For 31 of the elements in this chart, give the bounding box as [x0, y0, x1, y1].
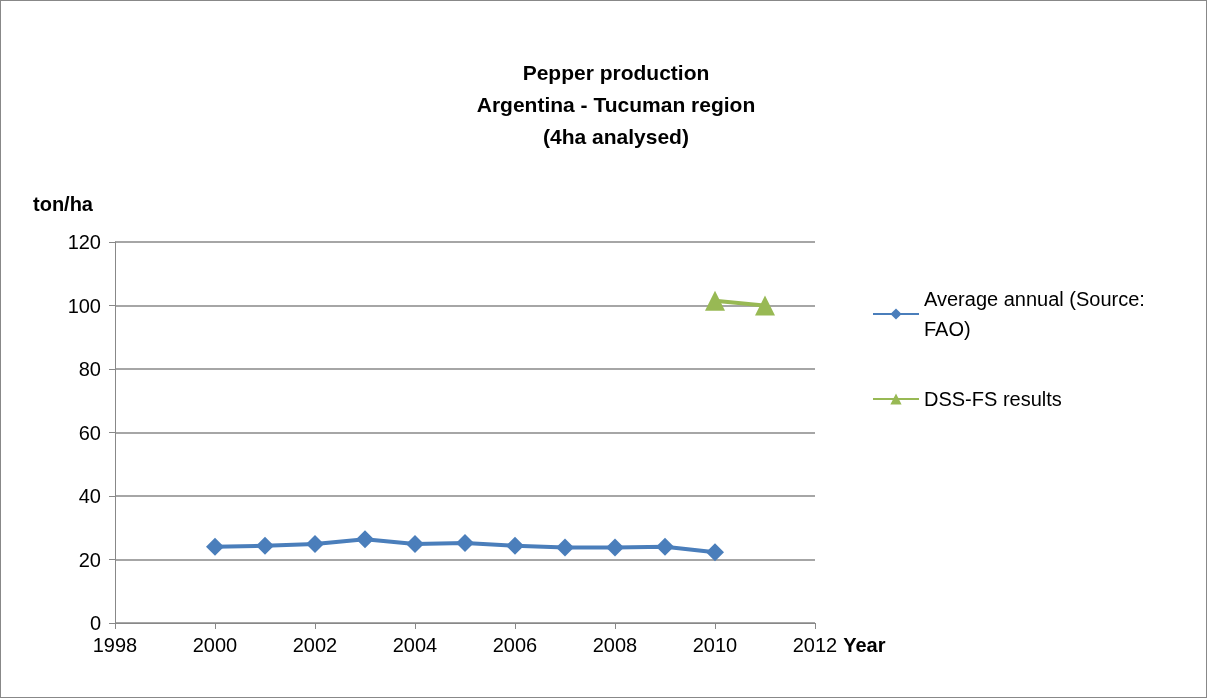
y-axis-title: ton/ha: [33, 193, 94, 215]
point: [406, 534, 424, 553]
x-tick-label: 2006: [492, 634, 538, 656]
chart-title: Pepper production Argentina - Tucuman region (4ha analysed): [476, 60, 756, 148]
y-tick-label: 20: [78, 548, 101, 571]
y-tick-label: 80: [78, 358, 101, 380]
y-tick-label: 40: [78, 485, 101, 507]
point: [356, 530, 374, 549]
x-tick-label: 2004: [392, 634, 438, 656]
point: [306, 534, 324, 553]
x-tick-label: 2012: [792, 634, 838, 656]
y-tick-label: 120: [67, 231, 101, 253]
point: [556, 538, 574, 557]
point: [206, 537, 224, 556]
y-tick-label: 60: [78, 421, 101, 444]
point: [456, 533, 474, 552]
point: [606, 538, 624, 557]
y-tick-label: 100: [67, 294, 101, 317]
point: [506, 536, 524, 555]
legend-label: DSS-FS results: [924, 388, 1062, 410]
y-tick-label: 0: [89, 612, 101, 634]
x-tick-label: 2010: [692, 634, 738, 656]
point: [656, 537, 674, 556]
x-tick-label: 2002: [292, 634, 338, 656]
point: [706, 543, 724, 562]
legend-label: Average annual (Source: FAO): [924, 288, 1151, 340]
x-tick-label: 2008: [592, 634, 638, 656]
x-tick-label: 1998: [92, 634, 138, 656]
x-axis-title: Year: [843, 634, 886, 656]
x-tick-label: 2000: [192, 634, 238, 656]
point: [256, 536, 274, 555]
